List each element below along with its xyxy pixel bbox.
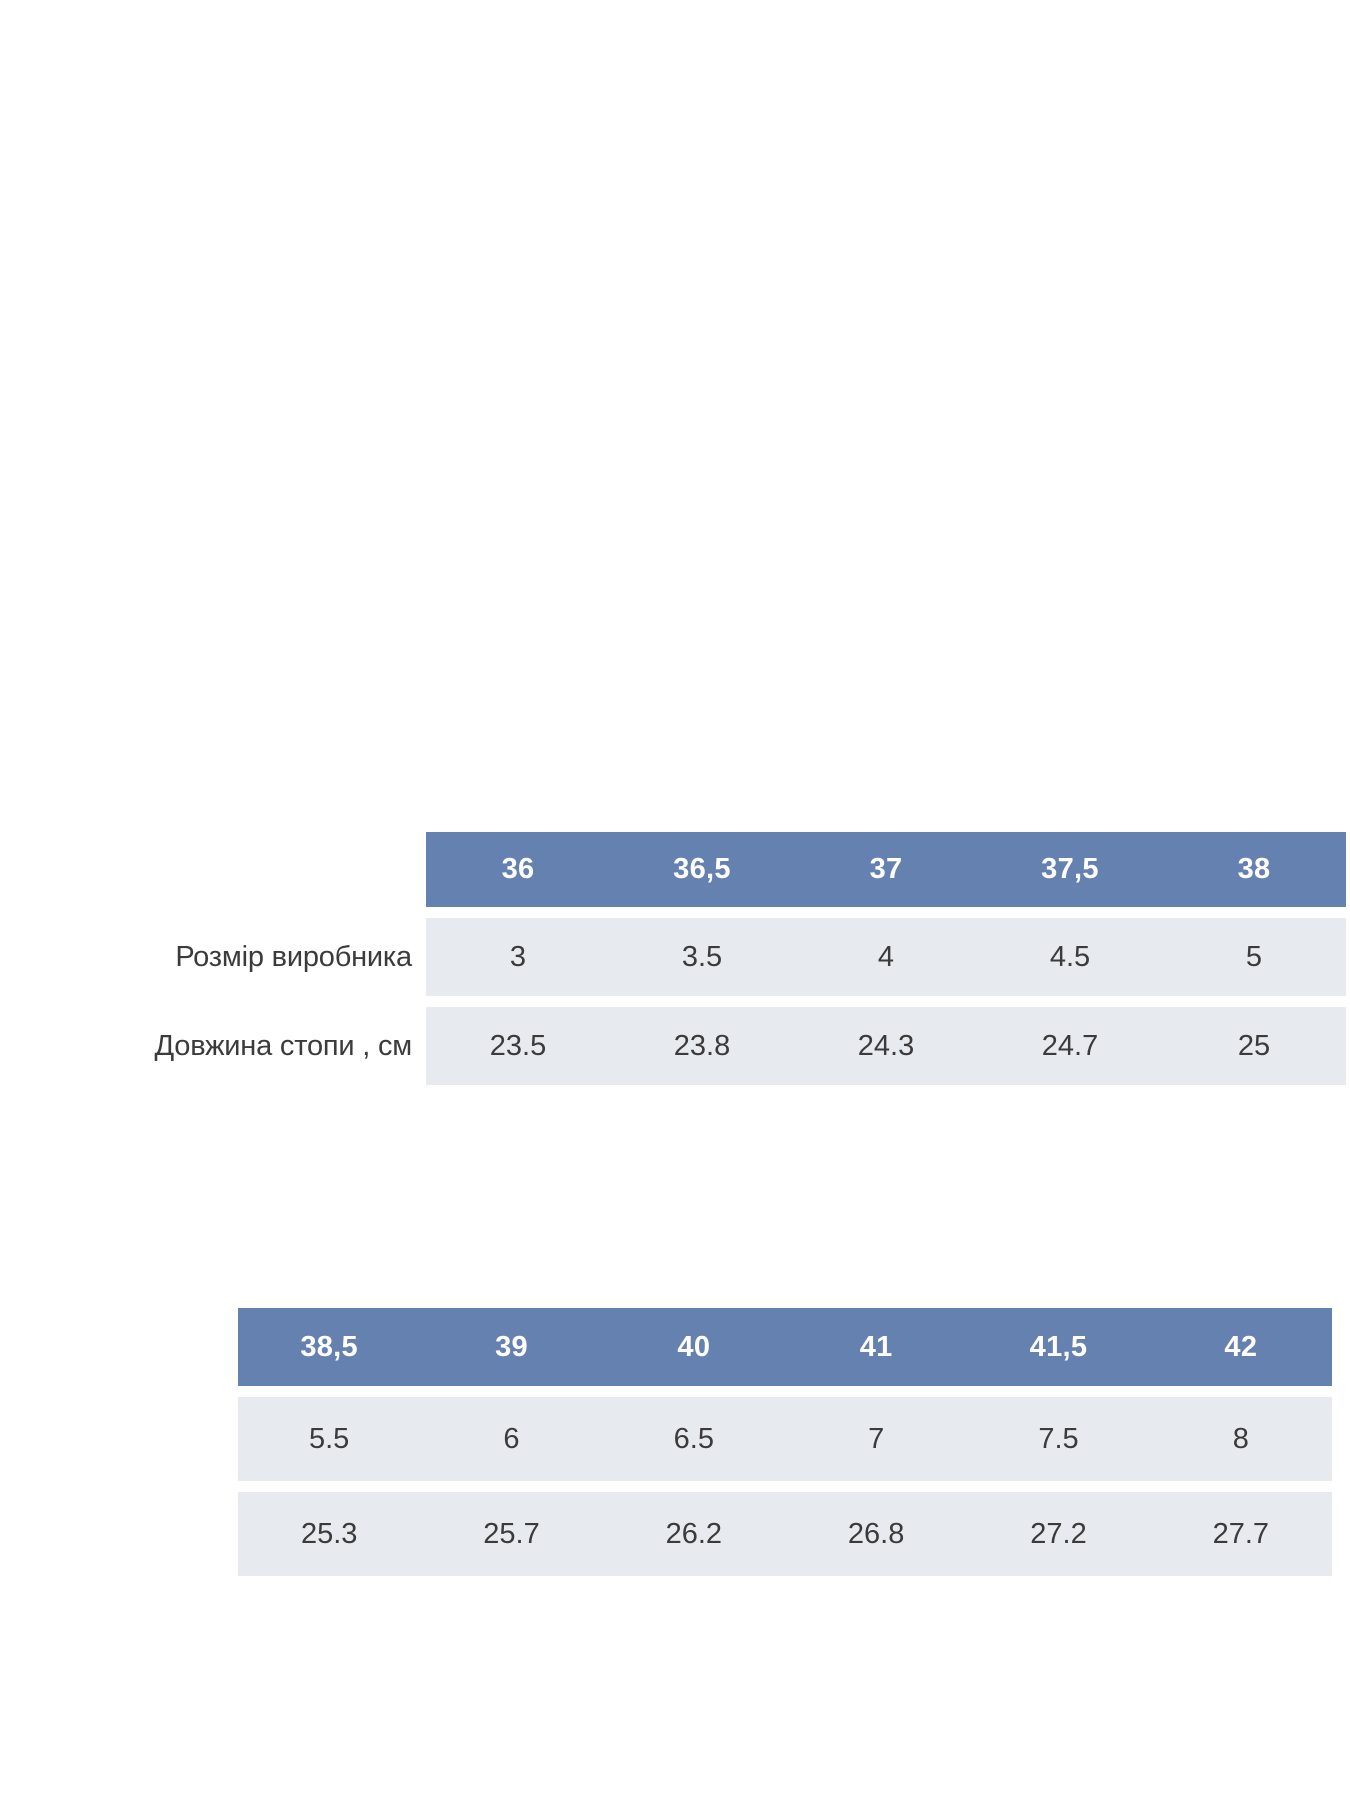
table-spacer [0, 996, 1346, 1007]
cell-length-37: 24.3 [794, 1007, 978, 1085]
table-row: Довжина стопи , см 23.5 23.8 24.3 24.7 2… [0, 1007, 1346, 1085]
row-label-size: Розмір [0, 832, 426, 907]
size-chart-table-part-1: Розмір 36 36,5 37 37,5 38 Розмір виробни… [0, 832, 1346, 1085]
cell-manufacturer-38: 5 [1162, 918, 1346, 996]
header-cell-size-38: 38 [1162, 832, 1346, 907]
header-cell-size-37: 37 [794, 832, 978, 907]
cell-length-41-5: 27.2 [967, 1492, 1150, 1576]
cell-manufacturer-36-5: 3.5 [610, 918, 794, 996]
cell-manufacturer-37: 4 [794, 918, 978, 996]
size-chart-table-part-2: 38,5 39 40 41 41,5 42 5.5 6 6.5 7 7.5 8 … [238, 1308, 1332, 1576]
table-row: Розмір 36 36,5 37 37,5 38 [0, 832, 1346, 907]
table-spacer-cell [238, 1481, 1332, 1492]
header-cell-size-42: 42 [1149, 1308, 1332, 1386]
table-spacer-cell [0, 907, 1346, 918]
cell-manufacturer-40: 6.5 [602, 1397, 785, 1481]
table-row: 5.5 6 6.5 7 7.5 8 [238, 1397, 1332, 1481]
cell-length-38: 25 [1162, 1007, 1346, 1085]
cell-length-37-5: 24.7 [978, 1007, 1162, 1085]
row-label-foot-length: Довжина стопи , см [0, 1007, 426, 1085]
header-cell-size-37-5: 37,5 [978, 832, 1162, 907]
table-row: 25.3 25.7 26.2 26.8 27.2 27.7 [238, 1492, 1332, 1576]
cell-manufacturer-41-5: 7.5 [967, 1397, 1150, 1481]
cell-length-38-5: 25.3 [238, 1492, 421, 1576]
table-spacer [0, 907, 1346, 918]
table-spacer-cell [0, 996, 1346, 1007]
cell-manufacturer-38-5: 5.5 [238, 1397, 421, 1481]
row-label-manufacturer-size: Розмір виробника [0, 918, 426, 996]
header-cell-size-36: 36 [426, 832, 610, 907]
cell-manufacturer-36: 3 [426, 918, 610, 996]
table-row: Розмір виробника 3 3.5 4 4.5 5 [0, 918, 1346, 996]
table-spacer [238, 1386, 1332, 1397]
cell-manufacturer-39: 6 [420, 1397, 603, 1481]
cell-length-36: 23.5 [426, 1007, 610, 1085]
cell-manufacturer-42: 8 [1149, 1397, 1332, 1481]
header-cell-size-40: 40 [602, 1308, 785, 1386]
header-cell-size-41-5: 41,5 [967, 1308, 1150, 1386]
table-spacer [238, 1481, 1332, 1492]
table-row: 38,5 39 40 41 41,5 42 [238, 1308, 1332, 1386]
table-spacer-cell [238, 1386, 1332, 1397]
cell-length-42: 27.7 [1149, 1492, 1332, 1576]
header-cell-size-38-5: 38,5 [238, 1308, 421, 1386]
header-cell-size-36-5: 36,5 [610, 832, 794, 907]
cell-length-41: 26.8 [784, 1492, 968, 1576]
cell-manufacturer-41: 7 [784, 1397, 968, 1481]
cell-length-39: 25.7 [420, 1492, 603, 1576]
cell-length-36-5: 23.8 [610, 1007, 794, 1085]
cell-length-40: 26.2 [602, 1492, 785, 1576]
header-cell-size-39: 39 [420, 1308, 603, 1386]
cell-manufacturer-37-5: 4.5 [978, 918, 1162, 996]
header-cell-size-41: 41 [784, 1308, 968, 1386]
